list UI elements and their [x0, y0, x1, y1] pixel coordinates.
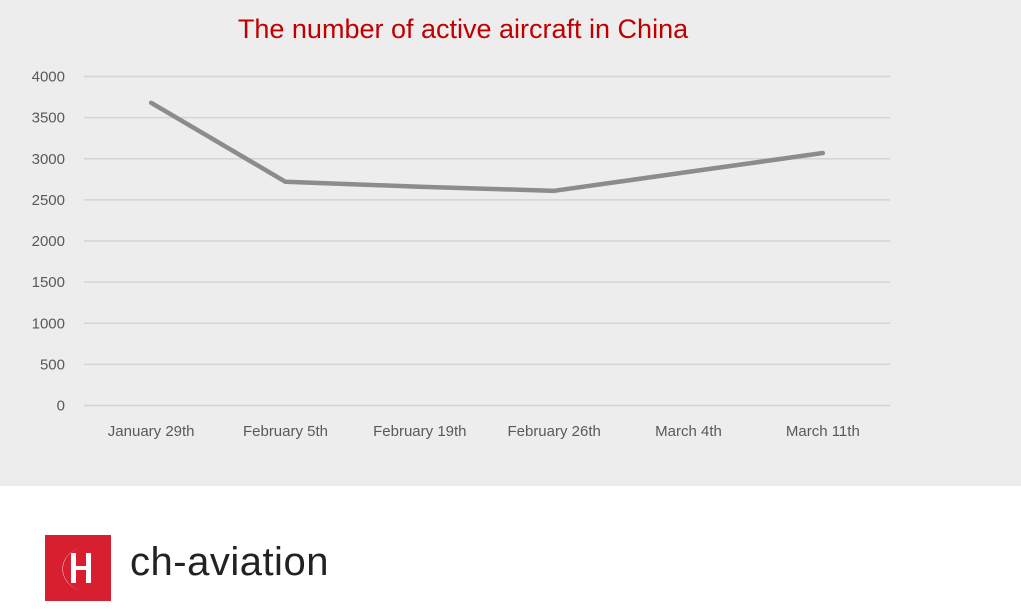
- x-tick-label: March 4th: [655, 423, 722, 440]
- chart-area: The number of active aircraft in China 0…: [0, 0, 1021, 486]
- y-tick-label: 500: [40, 356, 65, 373]
- x-tick-label: March 11th: [786, 423, 860, 440]
- line-chart: 0 500 1000 1500 2000 2500 3000 3500 4000 January …: [32, 69, 890, 440]
- x-tick-label: January 29th: [108, 423, 195, 440]
- x-tick-label: February 19th: [373, 423, 466, 440]
- y-tick-label: 3500: [32, 110, 65, 127]
- ch-logo-icon: [62, 547, 91, 592]
- y-tick-label: 0: [57, 398, 65, 415]
- y-tick-label: 2500: [32, 192, 65, 209]
- brand-name: ch-aviation: [130, 540, 329, 584]
- y-tick-label: 1500: [32, 274, 65, 291]
- series-line: [148, 100, 826, 194]
- chart-title: The number of active aircraft in China: [237, 14, 689, 44]
- x-tick-label: February 5th: [243, 423, 328, 440]
- y-tick-label: 2000: [32, 233, 65, 250]
- x-tick-label: February 26th: [507, 423, 600, 440]
- y-tick-label: 3000: [32, 151, 65, 168]
- y-tick-label: 1000: [32, 315, 65, 332]
- ch-aviation-logo: [45, 535, 111, 601]
- y-tick-label: 4000: [32, 69, 65, 86]
